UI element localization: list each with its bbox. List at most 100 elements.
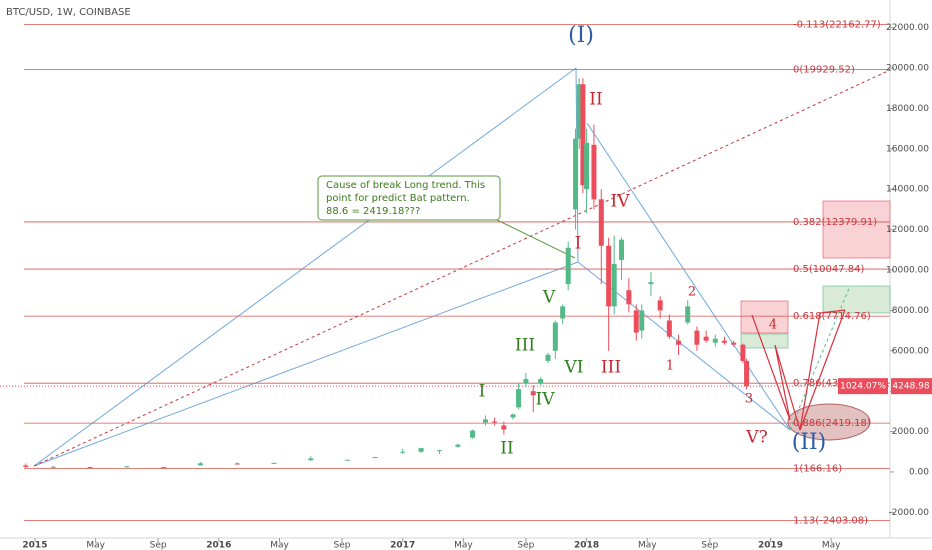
- x-tick-label: Sep: [517, 541, 534, 550]
- fib-label: 0(19929.52): [793, 64, 855, 75]
- candle-body: [565, 247, 571, 285]
- candle-body: [124, 466, 130, 468]
- wave-label: 3: [745, 392, 753, 407]
- candle-body: [676, 340, 682, 345]
- candle-body: [744, 360, 750, 387]
- change-label: 1024.07%: [840, 382, 886, 392]
- target-zone: [740, 333, 789, 349]
- callout-text: Cause of break Long trend. This: [326, 180, 485, 191]
- candle-body: [271, 462, 277, 464]
- candle-body: [639, 310, 645, 331]
- candle-body: [87, 467, 93, 469]
- wave-label: II: [589, 90, 602, 110]
- candle-body: [606, 245, 612, 307]
- trend-line: [33, 261, 579, 467]
- x-tick-label: Sep: [334, 541, 351, 550]
- dashed-trend: [33, 69, 891, 467]
- candle-body: [418, 448, 424, 452]
- candle-body: [666, 320, 672, 337]
- wave-label: 2: [688, 285, 696, 300]
- callout-pointer: [496, 219, 576, 259]
- candle-body: [197, 463, 203, 466]
- y-tick-label: 6000.00: [892, 346, 929, 356]
- wave-label: 1: [666, 359, 674, 374]
- candle-body: [573, 138, 579, 210]
- target-ellipse: [787, 403, 871, 441]
- candle-body: [50, 466, 56, 468]
- target-zone: [822, 200, 891, 259]
- x-tick-label: May: [270, 541, 289, 550]
- x-tick-label: May: [454, 541, 473, 550]
- fib-label: -0.113(22162.77): [793, 19, 881, 30]
- y-tick-label: 8000.00: [892, 306, 929, 316]
- candle-body: [619, 239, 625, 260]
- candle-body: [372, 457, 378, 459]
- x-tick-label: May: [638, 541, 657, 550]
- candle-body: [516, 389, 522, 408]
- candle-body: [584, 142, 590, 190]
- candle-body: [598, 199, 604, 246]
- wave-label: IV: [611, 192, 631, 212]
- wave-label: I: [575, 234, 582, 254]
- candle-body: [560, 306, 566, 319]
- wave-label: IV: [536, 390, 556, 410]
- wave-label: V?: [745, 428, 767, 448]
- candle-body: [626, 290, 632, 305]
- wave-label: VI: [564, 358, 584, 378]
- candle-body: [545, 354, 551, 361]
- drawings: Cause of break Long trend. This point fo…: [24, 23, 891, 521]
- wave-label: III: [601, 358, 621, 378]
- wave-label: (II): [792, 430, 827, 455]
- fib-label: 1.13(-2403.08): [793, 515, 868, 526]
- candle-body: [685, 306, 691, 323]
- candle-body: [400, 451, 406, 453]
- x-tick-label: 2018: [574, 541, 599, 550]
- candle-body: [482, 419, 488, 423]
- target-zone: [740, 300, 789, 334]
- candle-body: [530, 391, 536, 396]
- candle-body: [455, 444, 461, 447]
- candle-body: [694, 330, 700, 345]
- x-tick-label: 2017: [390, 541, 415, 550]
- chart-title: BTC/USD, 1W, COINBASE: [6, 7, 131, 18]
- wave-label: V: [542, 288, 556, 308]
- wave-label: (I): [568, 23, 594, 48]
- candle-body: [345, 459, 351, 461]
- y-tick-label: 14000.00: [886, 185, 929, 195]
- callout-text: 88.6 = 2419.18???: [326, 206, 420, 217]
- price-badge: [891, 378, 932, 395]
- trend-line: [33, 67, 577, 467]
- x-tick-label: 2015: [22, 541, 47, 550]
- y-tick-label: 16000.00: [886, 144, 929, 154]
- candle-body: [501, 425, 507, 430]
- candle-body: [436, 450, 442, 452]
- candle-body: [633, 310, 639, 333]
- candle-body: [492, 421, 498, 423]
- change-badge: [838, 378, 888, 395]
- candle-body: [703, 336, 709, 341]
- fib-label: 0.886(2419.18): [793, 418, 871, 429]
- y-tick-label: -2000.00: [889, 508, 930, 518]
- candle-body: [538, 379, 544, 384]
- trend-line: [586, 122, 791, 431]
- candle-body: [657, 300, 663, 311]
- x-tick-label: 2016: [206, 541, 231, 550]
- candle-body: [648, 282, 654, 285]
- y-tick-label: 0.00: [909, 467, 929, 477]
- candle-body: [731, 342, 737, 345]
- arrow-path: [799, 309, 846, 431]
- candle-body: [722, 340, 728, 343]
- y-tick-label: 20000.00: [886, 64, 929, 74]
- candle-body: [591, 144, 597, 200]
- callout-text: point for predict Bat pattern.: [326, 193, 470, 204]
- x-tick-label: Sep: [701, 541, 718, 550]
- fib-label: 0.618(7714.76): [793, 311, 871, 322]
- y-tick-label: 2000.00: [892, 427, 929, 437]
- candle-body: [470, 430, 476, 438]
- arrow-path: [751, 309, 846, 431]
- y-tick-label: 12000.00: [886, 225, 929, 235]
- candle-body: [576, 84, 582, 139]
- y-tick-label: 10000.00: [886, 266, 929, 276]
- candle-body: [234, 463, 240, 465]
